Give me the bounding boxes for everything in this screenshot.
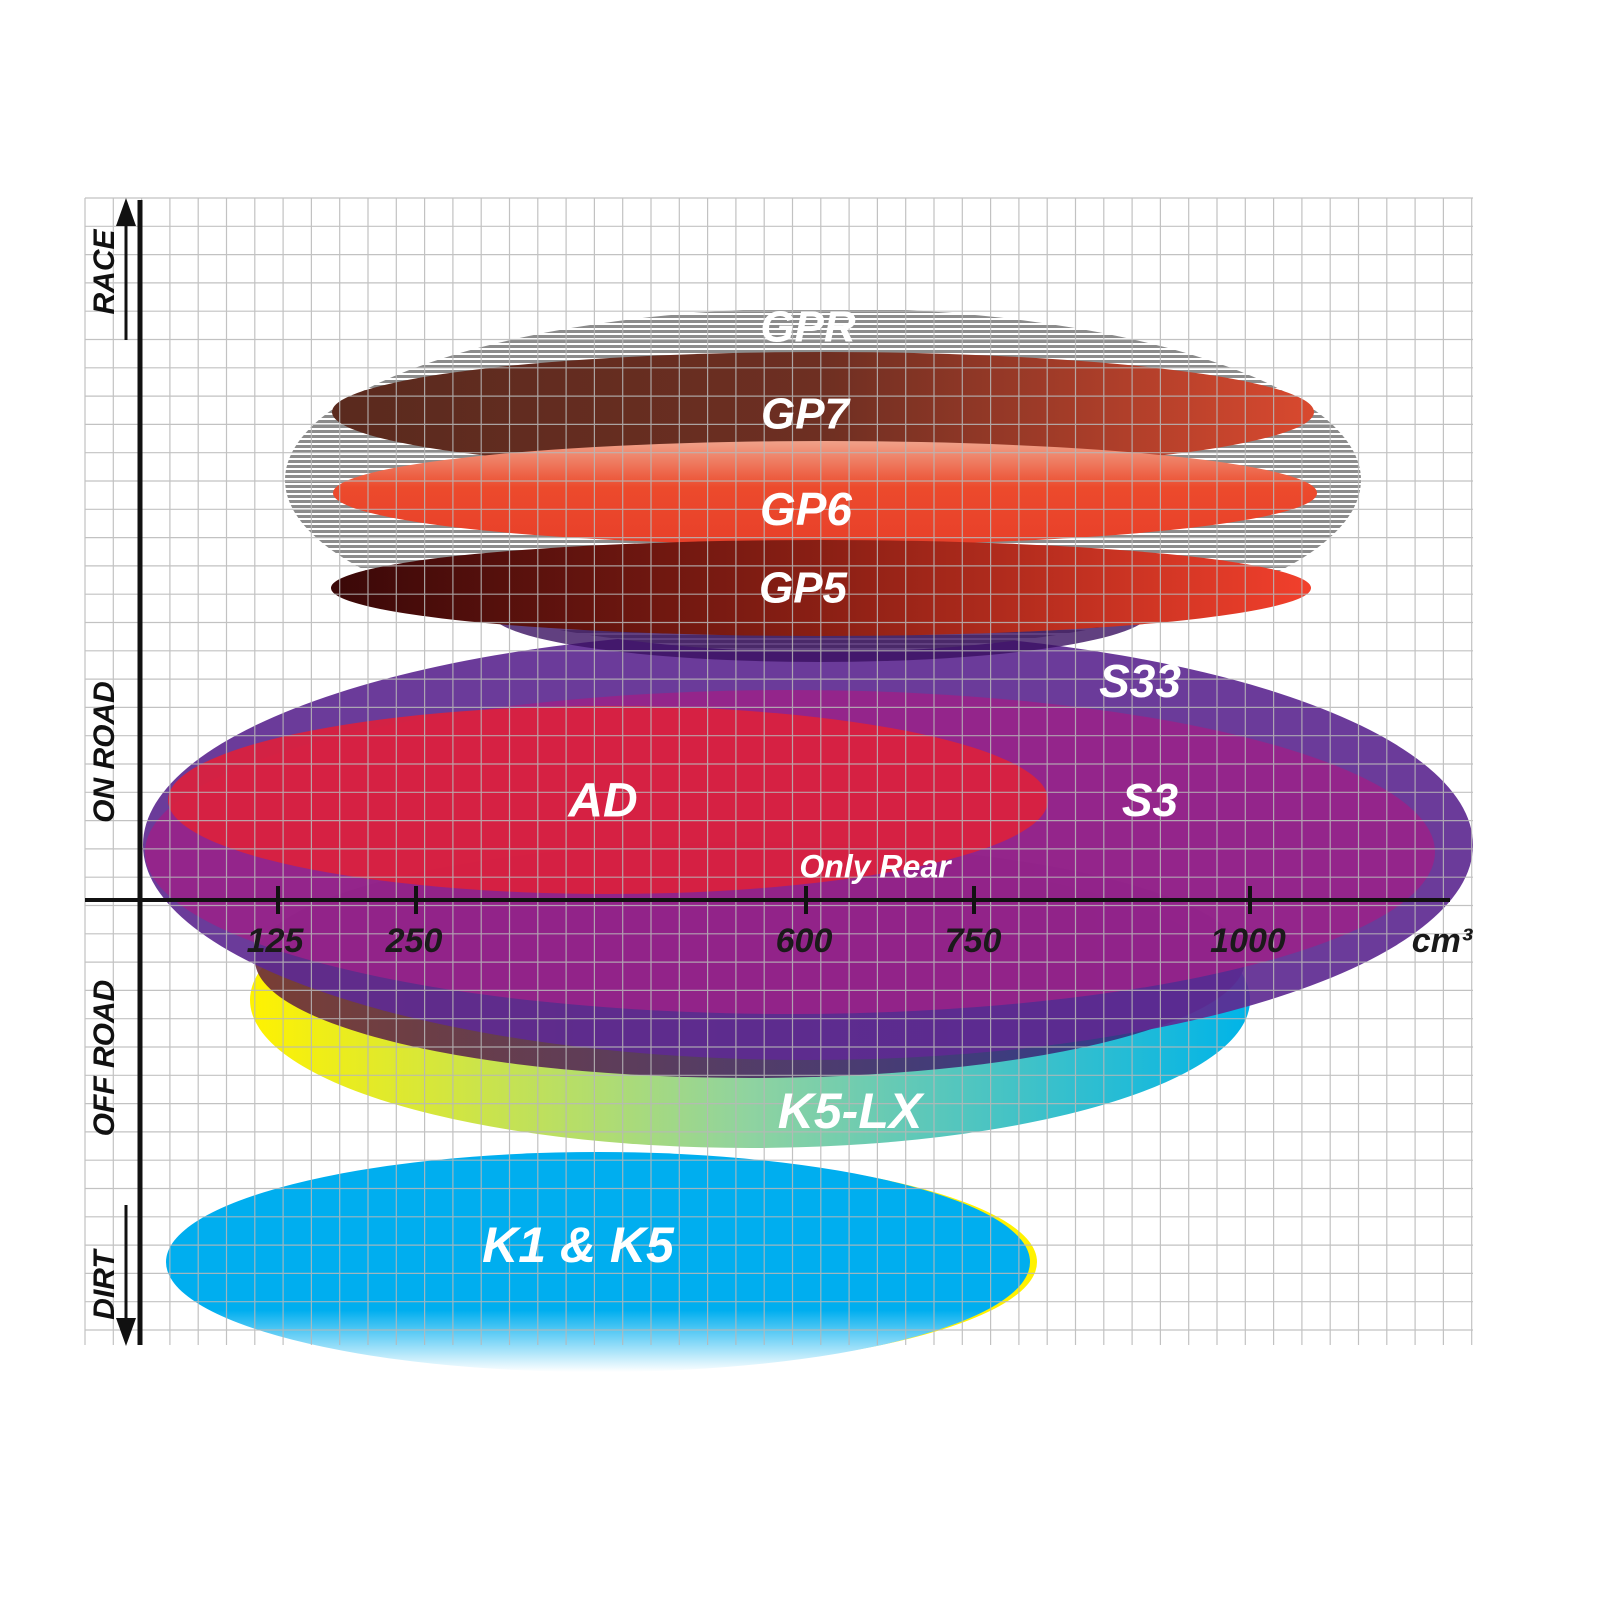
label-only-rear: Only Rear [799, 848, 952, 884]
axes [85, 198, 1450, 1346]
x-tick-label-125: 125 [247, 922, 305, 960]
area-gp6 [333, 441, 1317, 545]
y-label-dirt: DIRT [88, 1248, 121, 1320]
label-k1k5: K1 & K5 [482, 1217, 675, 1273]
x-tick-label-600: 600 [776, 922, 833, 960]
y-label-race: RACE [88, 229, 121, 315]
x-axis-unit: cm³ [1412, 922, 1474, 960]
area-k1k5 [166, 1152, 1030, 1372]
dirt-arrow-head [116, 1318, 136, 1346]
area-ad [168, 706, 1048, 894]
y-label-off-road: OFF ROAD [88, 980, 121, 1137]
label-s33: S33 [1099, 655, 1181, 707]
y-label-on-road: ON ROAD [88, 681, 121, 823]
area-gp7 [332, 352, 1314, 472]
x-tick-label-250: 250 [385, 922, 443, 960]
label-gp6: GP6 [760, 483, 852, 535]
race-arrow-head [116, 198, 136, 226]
label-gpr: GPR [760, 303, 856, 352]
label-ad: AD [567, 775, 637, 828]
label-gp7: GP7 [761, 390, 852, 439]
x-tick-label-750: 750 [945, 922, 1002, 960]
x-tick-label-1000: 1000 [1210, 922, 1286, 960]
label-s3: S3 [1122, 774, 1179, 826]
label-k5lx: K5-LX [778, 1083, 925, 1139]
label-gp5: GP5 [759, 564, 848, 613]
